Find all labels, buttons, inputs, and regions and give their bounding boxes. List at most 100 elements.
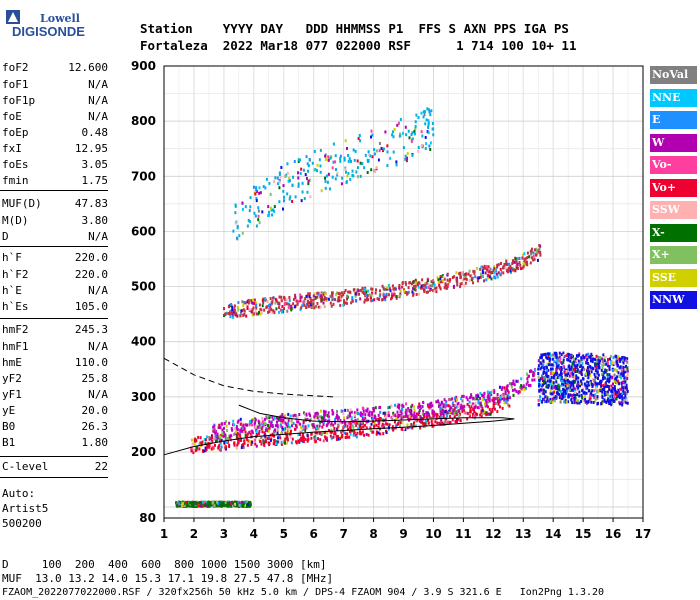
echo-point	[490, 393, 493, 397]
echo-point	[550, 372, 553, 376]
echo-point	[428, 406, 431, 410]
echo-point	[335, 293, 338, 297]
echo-point	[608, 402, 611, 406]
echo-point	[287, 306, 290, 310]
echo-point	[297, 433, 300, 437]
echo-point	[386, 144, 389, 148]
echo-point	[195, 504, 198, 508]
echo-point	[301, 426, 304, 430]
echo-point	[576, 363, 579, 367]
echo-point	[357, 426, 360, 430]
echo-point	[408, 415, 411, 419]
echo-point	[608, 380, 611, 384]
echo-point	[526, 380, 529, 384]
echo-point	[257, 425, 260, 429]
echo-point	[361, 406, 364, 410]
echo-point	[425, 285, 428, 289]
echo-point	[317, 292, 320, 296]
echo-point	[604, 368, 607, 372]
x-tick-label: 11	[455, 527, 472, 541]
echo-point	[272, 296, 275, 300]
echo-point	[337, 416, 340, 420]
echo-point	[461, 409, 464, 413]
echo-point	[292, 297, 295, 301]
echo-point	[347, 171, 350, 175]
echo-point	[432, 413, 435, 417]
echo-point	[224, 436, 227, 440]
echo-point	[278, 295, 281, 299]
echo-point	[255, 429, 258, 433]
echo-point	[423, 113, 426, 117]
echo-point	[514, 268, 517, 272]
echo-point	[487, 393, 490, 397]
echo-point	[334, 432, 337, 436]
echo-point	[370, 293, 373, 297]
echo-point	[496, 410, 499, 414]
echo-point	[363, 288, 366, 292]
echo-point	[427, 125, 430, 129]
echo-point	[398, 413, 401, 417]
echo-point	[581, 377, 584, 381]
echo-point	[214, 434, 217, 438]
echo-point	[611, 376, 614, 380]
echo-point	[282, 307, 285, 311]
echo-point	[562, 360, 565, 364]
echo-point	[282, 199, 285, 203]
echo-point	[618, 387, 621, 391]
echo-point	[415, 419, 418, 423]
echo-point	[184, 504, 187, 508]
echo-point	[357, 136, 360, 140]
echo-point	[600, 368, 603, 372]
echo-point	[548, 399, 551, 403]
echo-point	[422, 110, 425, 114]
echo-point	[461, 394, 464, 398]
echo-point	[501, 386, 504, 390]
echo-point	[342, 293, 345, 297]
echo-point	[339, 303, 342, 307]
echo-point	[383, 425, 386, 429]
echo-point	[309, 417, 312, 421]
echo-point	[258, 303, 261, 307]
echo-point	[477, 406, 480, 410]
echo-point	[346, 435, 349, 439]
echo-point	[460, 403, 463, 407]
echo-point	[619, 365, 622, 369]
echo-point	[199, 436, 202, 440]
echo-point	[345, 432, 348, 436]
echo-point	[411, 131, 414, 135]
echo-point	[509, 264, 512, 268]
echo-point	[327, 172, 330, 176]
echo-point	[487, 399, 490, 403]
echo-point	[542, 379, 545, 383]
echo-point	[325, 154, 328, 158]
echo-point	[589, 359, 592, 363]
echo-point	[421, 412, 424, 416]
echo-point	[309, 303, 312, 307]
echo-point	[341, 420, 344, 424]
echo-point	[371, 417, 374, 421]
echo-point	[511, 259, 514, 263]
echo-point	[197, 435, 200, 439]
echo-point	[565, 369, 568, 373]
echo-point	[340, 409, 343, 413]
echo-point	[448, 420, 451, 424]
echo-point	[479, 391, 482, 395]
echo-point	[369, 426, 372, 430]
echo-point	[438, 415, 441, 419]
echo-point	[431, 121, 434, 125]
echo-point	[545, 399, 548, 403]
echo-point	[597, 355, 600, 359]
echo-point	[468, 404, 471, 408]
echo-point	[219, 441, 222, 445]
echo-point	[508, 262, 511, 266]
echo-point	[209, 441, 212, 445]
echo-point	[255, 196, 258, 200]
echo-point	[586, 386, 589, 390]
echo-point	[397, 422, 400, 426]
echo-point	[361, 415, 364, 419]
echo-point	[310, 436, 313, 440]
echo-point	[211, 436, 214, 440]
echo-point	[602, 376, 605, 380]
echo-point	[303, 303, 306, 307]
echo-point	[420, 405, 423, 409]
